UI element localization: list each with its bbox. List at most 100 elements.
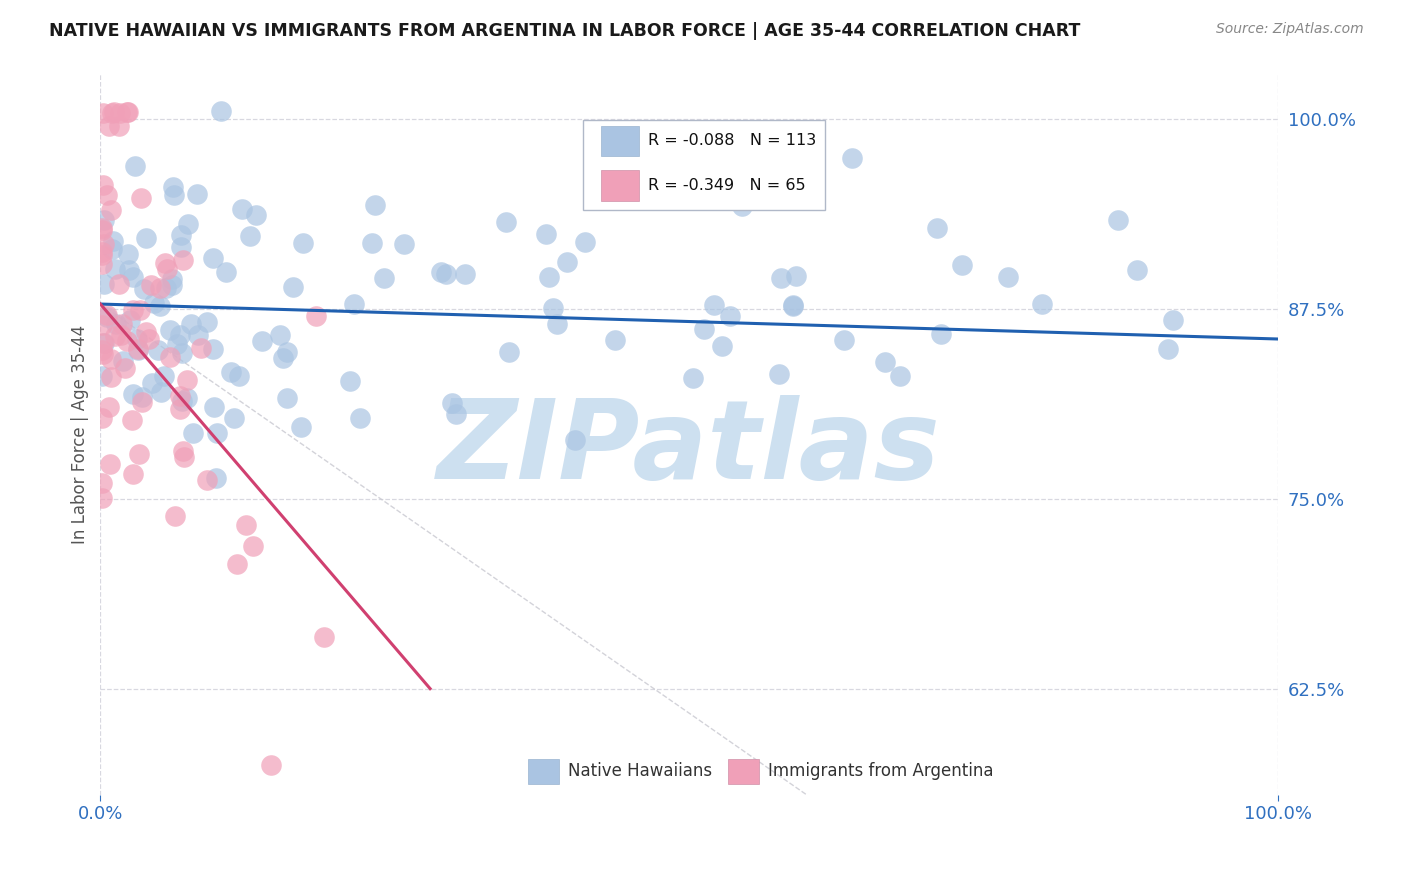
FancyBboxPatch shape: [600, 170, 638, 201]
Point: [782, 298, 804, 312]
Point: [128, 303, 150, 318]
Point: [90, 491, 112, 505]
Point: [101, 106, 124, 120]
FancyBboxPatch shape: [728, 759, 759, 783]
Point: [889, 369, 911, 384]
Point: [93, 213, 115, 227]
Point: [96, 310, 118, 325]
Text: NATIVE HAWAIIAN VS IMMIGRANTS FROM ARGENTINA IN LABOR FORCE | AGE 35-44 CORRELAT: NATIVE HAWAIIAN VS IMMIGRANTS FROM ARGEN…: [49, 22, 1081, 40]
Point: [90, 244, 112, 259]
Point: [169, 239, 191, 253]
Point: [100, 351, 122, 366]
Point: [156, 262, 179, 277]
Point: [149, 281, 172, 295]
Point: [929, 326, 952, 341]
Point: [162, 180, 184, 194]
Point: [245, 208, 267, 222]
Point: [841, 151, 863, 165]
Point: [110, 328, 132, 343]
Point: [91, 318, 114, 332]
Point: [718, 310, 741, 324]
Point: [364, 198, 387, 212]
Point: [172, 253, 194, 268]
Point: [454, 268, 477, 282]
Point: [98, 400, 121, 414]
Point: [104, 262, 127, 277]
Point: [127, 342, 149, 356]
Point: [269, 327, 291, 342]
Point: [228, 369, 250, 384]
Point: [127, 343, 149, 357]
Point: [190, 341, 212, 355]
Point: [90, 476, 112, 491]
Point: [120, 313, 142, 327]
Point: [186, 187, 208, 202]
Point: [1107, 213, 1129, 227]
Point: [96, 308, 118, 322]
FancyBboxPatch shape: [583, 120, 825, 211]
Point: [195, 473, 218, 487]
Point: [224, 411, 246, 425]
Point: [204, 471, 226, 485]
Point: [1161, 313, 1184, 327]
Point: [495, 215, 517, 229]
Point: [169, 389, 191, 403]
Point: [235, 518, 257, 533]
Point: [832, 333, 855, 347]
Point: [271, 351, 294, 366]
Point: [785, 268, 807, 283]
Point: [574, 235, 596, 249]
Point: [555, 255, 578, 269]
Point: [117, 104, 139, 119]
Point: [124, 159, 146, 173]
Point: [107, 119, 129, 133]
Point: [170, 227, 193, 242]
Point: [91, 106, 114, 120]
Point: [108, 105, 131, 120]
Point: [122, 270, 145, 285]
Point: [131, 391, 153, 405]
Text: Native Hawaiians: Native Hawaiians: [568, 763, 711, 780]
Point: [101, 235, 124, 249]
FancyBboxPatch shape: [527, 759, 558, 783]
Point: [111, 354, 134, 368]
Text: R = -0.349   N = 65: R = -0.349 N = 65: [648, 178, 806, 194]
Point: [131, 191, 153, 205]
Point: [139, 277, 162, 292]
Point: [155, 281, 177, 295]
Point: [114, 360, 136, 375]
Point: [392, 236, 415, 251]
Point: [242, 539, 264, 553]
Point: [100, 242, 122, 256]
Point: [90, 410, 112, 425]
Point: [118, 263, 141, 277]
FancyBboxPatch shape: [600, 126, 638, 156]
Point: [138, 332, 160, 346]
Point: [925, 220, 948, 235]
Point: [90, 223, 112, 237]
Point: [292, 235, 315, 250]
Point: [768, 368, 790, 382]
Point: [98, 120, 121, 134]
Point: [290, 419, 312, 434]
Point: [281, 280, 304, 294]
Point: [215, 265, 238, 279]
Point: [498, 344, 520, 359]
Point: [100, 457, 122, 471]
Y-axis label: In Labor Force | Age 35-44: In Labor Force | Age 35-44: [72, 325, 89, 543]
Point: [177, 217, 200, 231]
Point: [202, 342, 225, 356]
Point: [710, 339, 733, 353]
Point: [93, 277, 115, 291]
Point: [444, 407, 467, 421]
Point: [434, 267, 457, 281]
Point: [276, 391, 298, 405]
Point: [93, 237, 115, 252]
Point: [312, 630, 335, 644]
Point: [166, 337, 188, 351]
Point: [276, 345, 298, 359]
Point: [117, 105, 139, 120]
Point: [172, 444, 194, 458]
Point: [117, 247, 139, 261]
Point: [682, 371, 704, 385]
